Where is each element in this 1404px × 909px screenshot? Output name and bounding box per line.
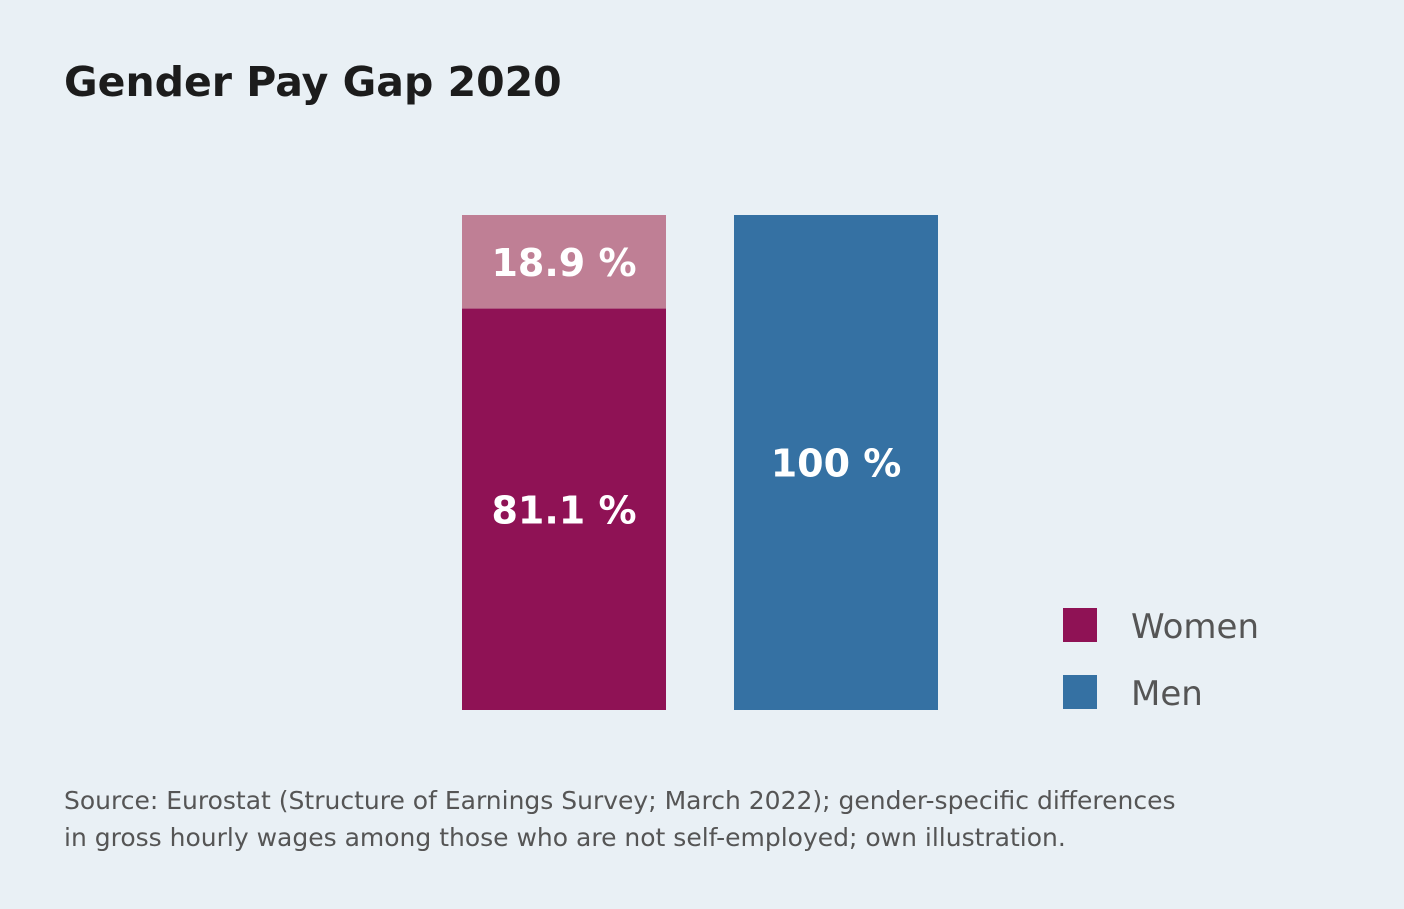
legend-swatch-men xyxy=(1063,675,1097,709)
data-label-gap: 18.9 % xyxy=(491,241,636,285)
legend-swatch-women xyxy=(1063,608,1097,642)
legend-label-men: Men xyxy=(1131,674,1203,714)
legend-label-women: Women xyxy=(1131,607,1259,647)
data-label-women: 81.1 % xyxy=(491,488,636,532)
legend: Women Men xyxy=(1063,607,1259,714)
chart-title: Gender Pay Gap 2020 xyxy=(64,58,562,106)
bar-women xyxy=(462,308,666,710)
data-label-men: 100 % xyxy=(771,442,902,486)
bar-men xyxy=(734,215,938,710)
source-line-1: Source: Eurostat (Structure of Earnings … xyxy=(64,786,1176,815)
bars-layer: 81.1 % 18.9 % 100 % xyxy=(462,215,938,710)
source-note: Source: Eurostat (Structure of Earnings … xyxy=(64,782,1175,856)
bar-gap xyxy=(462,215,666,309)
source-line-2: in gross hourly wages among those who ar… xyxy=(64,823,1066,852)
